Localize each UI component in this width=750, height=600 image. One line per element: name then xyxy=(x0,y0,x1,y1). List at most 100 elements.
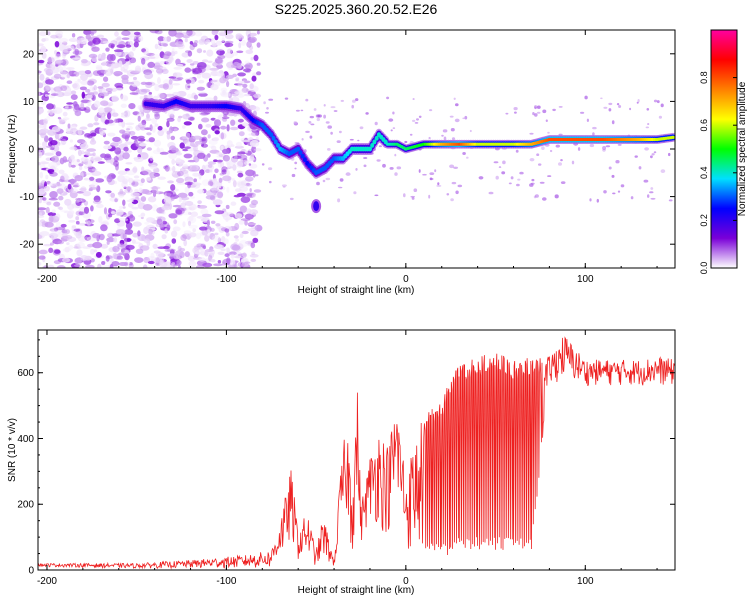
noise-speck xyxy=(64,229,70,235)
noise-speck xyxy=(161,210,165,215)
noise-speck xyxy=(38,70,42,74)
noise-speck xyxy=(159,92,167,100)
noise-speck xyxy=(120,93,124,100)
faint-speck xyxy=(246,182,250,186)
noise-speck xyxy=(133,139,138,147)
noise-speck xyxy=(190,142,195,147)
faint-speck xyxy=(449,164,455,169)
noise-speck xyxy=(199,169,205,176)
noise-speck xyxy=(172,204,182,208)
spectrogram-y-axis: -20 -10 0 10 20 xyxy=(20,49,675,251)
colorbar-tick-label: 0.0 xyxy=(699,262,709,275)
noise-speck xyxy=(75,220,80,225)
faint-speck xyxy=(646,108,650,111)
faint-speck xyxy=(450,128,455,132)
noise-speck xyxy=(86,220,91,226)
noise-speck xyxy=(175,209,183,215)
noise-speck xyxy=(111,43,116,48)
noise-speck xyxy=(38,142,42,146)
noise-speck xyxy=(143,50,150,56)
noise-speck xyxy=(182,200,187,204)
noise-speck xyxy=(130,80,141,87)
noise-speck xyxy=(92,91,99,95)
noise-speck xyxy=(156,218,163,226)
noise-speck xyxy=(149,30,160,34)
noise-speck xyxy=(212,187,217,195)
noise-speck xyxy=(235,238,240,242)
noise-speck xyxy=(213,263,223,267)
noise-speck xyxy=(62,257,71,263)
noise-speck xyxy=(226,124,230,132)
noise-speck xyxy=(256,42,261,48)
noise-speck xyxy=(184,181,194,186)
noise-speck xyxy=(149,165,158,170)
noise-speck xyxy=(180,202,187,208)
faint-speck xyxy=(630,196,634,200)
faint-speck xyxy=(412,119,416,122)
noise-speck xyxy=(225,231,230,237)
noise-speck xyxy=(140,88,151,93)
noise-speck xyxy=(176,177,185,184)
noise-speck xyxy=(220,161,225,169)
noise-speck xyxy=(96,185,101,193)
noise-speck xyxy=(45,174,49,180)
noise-speck xyxy=(100,62,108,66)
noise-speck xyxy=(175,58,181,65)
noise-speck xyxy=(69,139,73,143)
x-tick-label: -200 xyxy=(37,576,57,587)
noise-speck xyxy=(64,105,69,109)
noise-speck xyxy=(245,49,254,55)
noise-speck xyxy=(168,129,172,135)
noise-speck xyxy=(218,225,226,233)
snr-y-axis: 0 200 400 600 xyxy=(17,339,675,577)
faint-speck xyxy=(454,118,460,123)
noise-speck xyxy=(196,73,202,79)
noise-speck xyxy=(133,76,137,81)
noise-speck xyxy=(140,126,147,131)
noise-speck xyxy=(90,205,94,212)
faint-speck xyxy=(600,97,603,100)
faint-speck xyxy=(617,144,622,146)
y-tick-label: -10 xyxy=(20,192,35,203)
noise-speck xyxy=(107,102,114,107)
noise-speck xyxy=(105,88,113,92)
x-tick-label: 0 xyxy=(403,576,409,587)
noise-speck xyxy=(80,186,87,193)
faint-speck xyxy=(464,115,468,120)
noise-speck xyxy=(232,263,237,268)
noise-speck xyxy=(51,225,60,229)
noise-speck xyxy=(68,155,75,163)
noise-speck xyxy=(78,163,84,167)
noise-speck xyxy=(120,94,129,102)
noise-speck xyxy=(172,83,181,86)
faint-speck xyxy=(538,163,542,166)
noise-speck xyxy=(114,147,122,155)
noise-speck xyxy=(67,183,72,190)
noise-speck xyxy=(62,111,68,117)
noise-speck xyxy=(199,226,208,231)
noise-speck xyxy=(203,50,206,53)
faint-speck xyxy=(542,197,547,201)
noise-speck xyxy=(235,33,243,39)
noise-speck xyxy=(169,264,174,268)
noise-speck xyxy=(224,42,234,47)
noise-speck xyxy=(89,85,94,92)
noise-speck xyxy=(195,232,202,240)
faint-speck xyxy=(517,178,521,181)
noise-speck xyxy=(173,66,182,70)
noise-speck xyxy=(127,202,134,208)
noise-speck xyxy=(96,203,104,209)
noise-speck xyxy=(201,72,212,79)
faint-speck xyxy=(554,194,559,199)
faint-speck xyxy=(410,195,416,198)
noise-speck xyxy=(190,164,199,171)
faint-speck xyxy=(584,95,588,100)
noise-speck xyxy=(201,143,204,147)
noise-speck xyxy=(71,188,78,193)
noise-speck xyxy=(141,166,145,172)
faint-speck xyxy=(327,125,333,129)
noise-speck xyxy=(176,77,184,80)
noise-speck xyxy=(67,210,75,215)
noise-speck xyxy=(157,45,163,51)
noise-speck xyxy=(222,175,232,182)
